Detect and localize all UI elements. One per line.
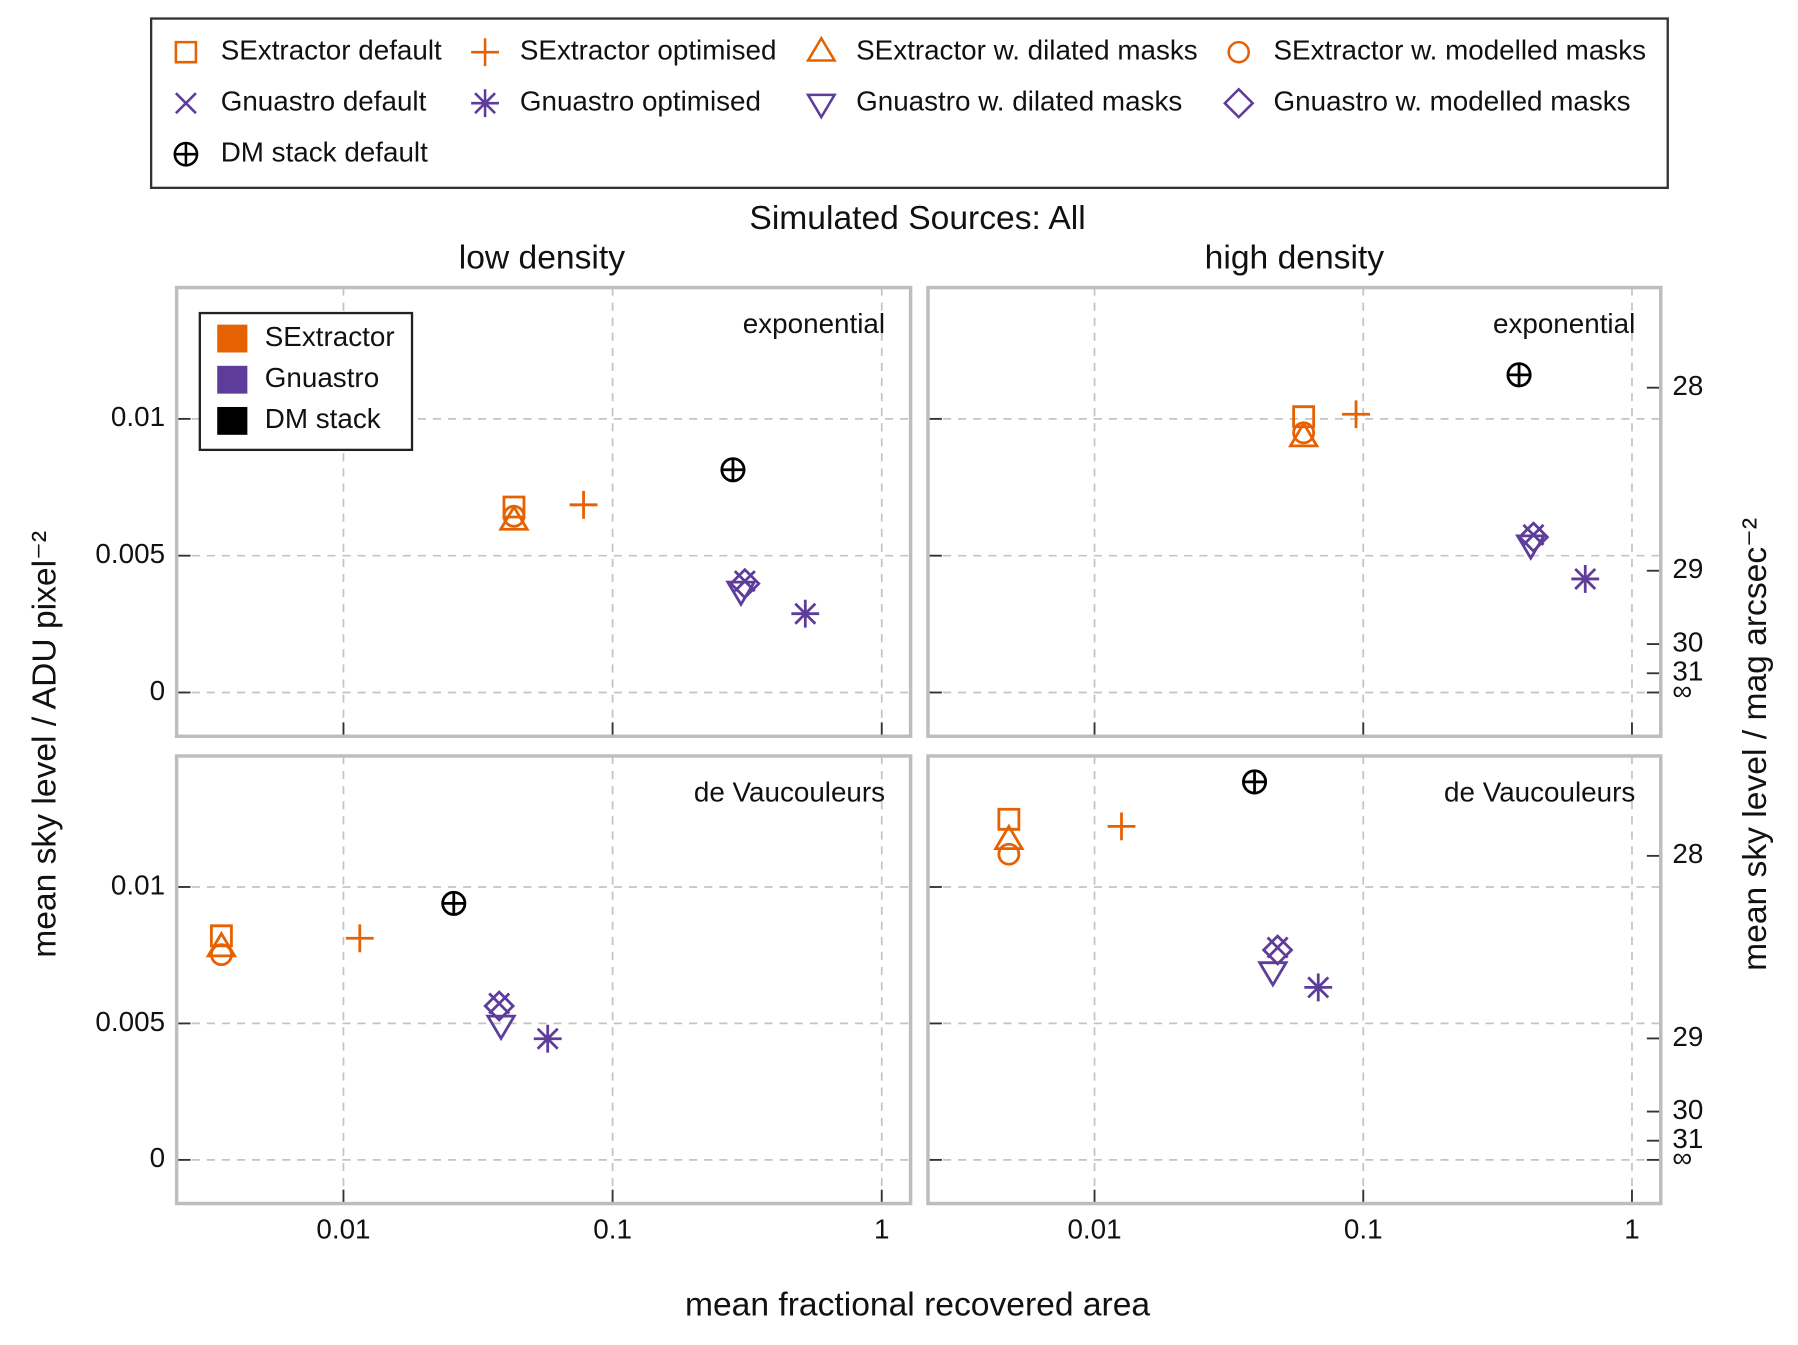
panel-frame xyxy=(174,285,913,739)
y2-tick-label: ∞ xyxy=(1672,675,1692,706)
data-point xyxy=(1287,420,1320,448)
x-tick-label: 0.1 xyxy=(1344,1214,1383,1245)
panel-frame xyxy=(174,754,913,1206)
tool-legend-label: SExtractor xyxy=(265,321,395,352)
legend-label: SExtractor optimised xyxy=(520,35,777,66)
legend-marker xyxy=(174,92,197,115)
legend-marker xyxy=(174,40,198,64)
legend-marker xyxy=(1223,87,1255,119)
data-point xyxy=(498,504,530,531)
data-point xyxy=(1242,769,1268,795)
data-point xyxy=(993,823,1025,851)
tool-legend-swatch xyxy=(217,406,248,435)
data-point xyxy=(1517,521,1550,553)
y2-tick-label: ∞ xyxy=(1672,1142,1692,1173)
data-point xyxy=(1261,934,1294,966)
tool-legend-swatch xyxy=(217,324,248,353)
x-tick-label: 1 xyxy=(874,1214,889,1245)
tool-legend-swatch xyxy=(217,365,248,394)
legend-label: SExtractor w. dilated masks xyxy=(856,35,1198,66)
data-point xyxy=(502,504,526,528)
panel-label: exponential xyxy=(1493,308,1635,339)
data-point xyxy=(205,930,238,958)
legend-label: Gnuastro optimised xyxy=(520,86,761,117)
legend-marker xyxy=(805,93,837,120)
data-point xyxy=(345,924,374,953)
data-point xyxy=(209,943,233,967)
legend-label: Gnuastro w. modelled masks xyxy=(1274,86,1631,117)
data-point xyxy=(1257,961,1289,988)
x-tick-label: 0.1 xyxy=(593,1214,632,1245)
legend-marker xyxy=(1227,40,1251,64)
x-axis-label: mean fractional recovered area xyxy=(685,1287,1150,1324)
data-point xyxy=(483,990,516,1022)
data-point xyxy=(997,842,1021,866)
data-point xyxy=(1304,973,1333,1002)
data-point xyxy=(1292,421,1316,445)
column-title: high density xyxy=(1205,240,1385,277)
y-tick-label: 0 xyxy=(150,1142,165,1173)
legend-marker xyxy=(173,141,199,167)
y-tick-label: 0.005 xyxy=(95,1006,165,1037)
y2-tick-label: 28 xyxy=(1672,370,1703,401)
legend-label: SExtractor default xyxy=(221,35,442,66)
panel-frame xyxy=(926,285,1663,739)
y-axis-label: mean sky level / ADU pixel⁻² xyxy=(27,531,64,958)
y2-tick-label: 29 xyxy=(1672,553,1703,584)
data-point xyxy=(1107,812,1136,841)
tool-legend-label: Gnuastro xyxy=(265,362,379,393)
legend-marker xyxy=(805,35,837,62)
x-tick-label: 1 xyxy=(1624,1214,1639,1245)
tool-legend-label: DM stack xyxy=(265,403,381,434)
data-point xyxy=(209,924,233,948)
panel: 0 0.005 0.01 exponential SExtractor Gnuastro D… xyxy=(95,285,913,739)
legend-marker xyxy=(471,89,499,118)
data-point xyxy=(720,457,746,483)
data-point xyxy=(1571,565,1600,593)
y-tick-label: 0.01 xyxy=(111,869,165,900)
data-point xyxy=(1266,936,1289,959)
data-point xyxy=(441,890,467,916)
legend-label: Gnuastro w. dilated masks xyxy=(856,86,1182,117)
data-point xyxy=(488,992,511,1015)
y2-tick-label: 28 xyxy=(1672,838,1703,869)
legend-box xyxy=(149,17,1669,189)
y-tick-label: 0 xyxy=(150,675,165,706)
data-point xyxy=(1342,400,1370,429)
legend-label: Gnuastro default xyxy=(221,86,427,117)
panel-label: exponential xyxy=(743,308,885,339)
panel-label: de Vaucouleurs xyxy=(694,777,885,808)
data-point xyxy=(728,567,761,600)
y2-tick-label: 31 xyxy=(1672,656,1703,687)
data-point xyxy=(1506,362,1532,388)
y2-tick-label: 30 xyxy=(1672,626,1703,657)
legend-label: DM stack default xyxy=(221,137,428,168)
y2-tick-label: 31 xyxy=(1672,1123,1703,1154)
panel: 0.01 0.1 1 0 0.005 0.01 de Vaucouleurs xyxy=(95,754,913,1245)
x-tick-label: 0.01 xyxy=(1067,1214,1121,1245)
y2-tick-label: 30 xyxy=(1672,1094,1703,1125)
data-point xyxy=(1292,405,1316,429)
panel-label: de Vaucouleurs xyxy=(1444,777,1635,808)
data-point xyxy=(791,599,820,628)
figure-title: Simulated Sources: All xyxy=(749,200,1085,237)
data-point xyxy=(533,1024,562,1053)
legend-marker xyxy=(471,38,499,67)
y2-axis-label: mean sky level / mag arcsec⁻² xyxy=(1737,518,1774,971)
legend-label: SExtractor w. modelled masks xyxy=(1274,35,1647,66)
panel-frame xyxy=(926,754,1663,1206)
y-tick-label: 0.005 xyxy=(95,538,165,569)
y2-tick-label: 29 xyxy=(1672,1021,1703,1052)
column-title: low density xyxy=(459,240,625,277)
data-point xyxy=(569,490,598,519)
y-tick-label: 0.01 xyxy=(111,401,165,432)
data-point xyxy=(997,807,1021,831)
x-tick-label: 0.01 xyxy=(316,1214,370,1245)
